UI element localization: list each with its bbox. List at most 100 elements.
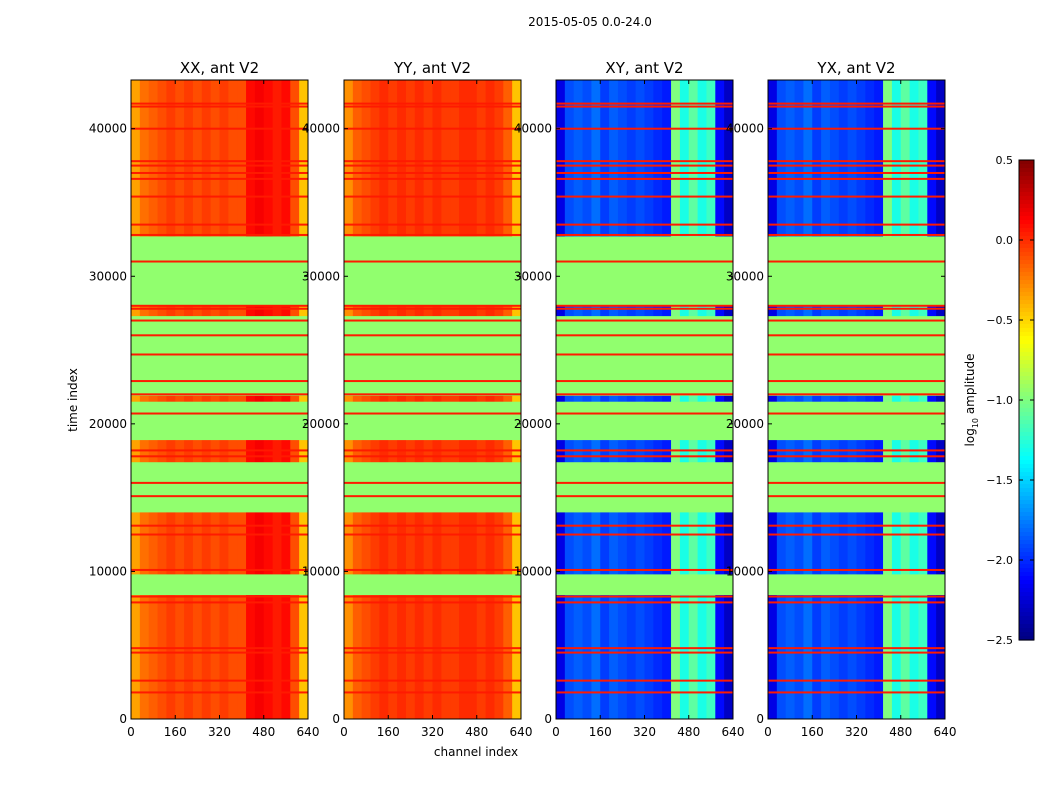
heatmap-column bbox=[662, 80, 672, 719]
heatmap-column bbox=[829, 80, 840, 719]
hot-line bbox=[344, 524, 521, 527]
hot-line bbox=[556, 647, 733, 650]
colorbar-segment bbox=[1019, 584, 1034, 589]
colorbar-segment bbox=[1019, 532, 1034, 537]
hot-line bbox=[556, 171, 733, 174]
hot-line bbox=[131, 105, 308, 108]
colorbar-segment bbox=[1019, 456, 1034, 461]
heatmap-column bbox=[485, 80, 495, 719]
x-tick-label: 160 bbox=[589, 725, 612, 739]
hot-line bbox=[556, 223, 733, 226]
hot-line bbox=[556, 304, 733, 307]
colorbar-segment bbox=[1019, 352, 1034, 357]
hot-line bbox=[131, 679, 308, 682]
colorbar-segment bbox=[1019, 244, 1034, 249]
y-tick-label: 40000 bbox=[514, 122, 552, 136]
hot-line bbox=[556, 380, 733, 383]
flagged-band bbox=[344, 236, 521, 306]
hot-line bbox=[556, 307, 733, 310]
colorbar-segment bbox=[1019, 632, 1034, 637]
colorbar-segment bbox=[1019, 404, 1034, 409]
hot-line bbox=[344, 481, 521, 484]
hot-line bbox=[768, 233, 945, 236]
colorbar-segment bbox=[1019, 168, 1034, 173]
heatmap-column bbox=[838, 80, 849, 719]
heatmap-column bbox=[184, 80, 194, 719]
colorbar-segment bbox=[1019, 268, 1034, 273]
hot-line bbox=[131, 195, 308, 198]
heatmap-column bbox=[450, 80, 460, 719]
heatmap-column bbox=[361, 80, 372, 719]
hot-line bbox=[344, 533, 521, 536]
colorbar-segment bbox=[1019, 264, 1034, 269]
hot-line bbox=[344, 568, 521, 571]
y-tick-label: 0 bbox=[119, 712, 127, 726]
colorbar-segment bbox=[1019, 348, 1034, 353]
colorbar-tick-label: 0.5 bbox=[996, 154, 1014, 167]
colorbar-segment bbox=[1019, 164, 1034, 169]
y-tick-label: 0 bbox=[332, 712, 340, 726]
heatmap-column bbox=[131, 80, 141, 719]
colorbar-segment bbox=[1019, 612, 1034, 617]
colorbar-segment bbox=[1019, 180, 1034, 185]
colorbar-segment bbox=[1019, 468, 1034, 473]
hot-line bbox=[344, 223, 521, 226]
heatmap-column bbox=[441, 80, 451, 719]
hot-line bbox=[344, 380, 521, 383]
heatmap-column bbox=[918, 80, 928, 719]
hot-line bbox=[344, 455, 521, 458]
hot-line bbox=[768, 380, 945, 383]
hot-line bbox=[768, 568, 945, 571]
y-tick-label: 30000 bbox=[302, 269, 340, 283]
flagged-band bbox=[131, 236, 308, 306]
colorbar-segment bbox=[1019, 440, 1034, 445]
heatmap-column bbox=[166, 80, 176, 719]
colorbar-segment bbox=[1019, 416, 1034, 421]
hot-line bbox=[131, 524, 308, 527]
hot-line bbox=[344, 495, 521, 498]
colorbar-segment bbox=[1019, 396, 1034, 401]
heatmap-column bbox=[246, 80, 256, 719]
y-tick-label: 0 bbox=[756, 712, 764, 726]
hot-line bbox=[768, 455, 945, 458]
colorbar-segment bbox=[1019, 604, 1034, 609]
colorbar-segment bbox=[1019, 208, 1034, 213]
heatmap-column bbox=[865, 80, 875, 719]
colorbar-segment bbox=[1019, 284, 1034, 289]
hot-line bbox=[556, 195, 733, 198]
colorbar-segment bbox=[1019, 300, 1034, 305]
hot-line bbox=[344, 353, 521, 356]
hot-line bbox=[556, 524, 733, 527]
colorbar-segment bbox=[1019, 500, 1034, 505]
heatmap-column bbox=[228, 80, 238, 719]
colorbar-segment bbox=[1019, 564, 1034, 569]
heatmap-column bbox=[494, 80, 504, 719]
colorbar-segment bbox=[1019, 528, 1034, 533]
heatmap-column bbox=[459, 80, 469, 719]
colorbar-segment bbox=[1019, 392, 1034, 397]
heatmap-column bbox=[671, 80, 681, 719]
colorbar-segment bbox=[1019, 504, 1034, 509]
flagged-band bbox=[131, 462, 308, 513]
hot-line bbox=[131, 601, 308, 604]
colorbar-segment bbox=[1019, 336, 1034, 341]
heatmap-column bbox=[891, 80, 902, 719]
colorbar-segment bbox=[1019, 176, 1034, 181]
hot-line bbox=[768, 164, 945, 167]
colorbar-segment bbox=[1019, 572, 1034, 577]
colorbar-segment bbox=[1019, 460, 1034, 465]
colorbar-segment bbox=[1019, 548, 1034, 553]
colorbar-segment bbox=[1019, 372, 1034, 377]
y-tick-label: 20000 bbox=[514, 417, 552, 431]
hot-line bbox=[556, 319, 733, 322]
colorbar-label-rest: amplitude bbox=[963, 354, 977, 418]
hot-line bbox=[344, 102, 521, 105]
flagged-band bbox=[556, 236, 733, 306]
heatmap-column bbox=[237, 80, 247, 719]
flagged-band bbox=[344, 574, 521, 596]
panel-title: YX, ant V2 bbox=[816, 59, 895, 77]
heatmap-column bbox=[476, 80, 487, 719]
y-tick-label: 30000 bbox=[726, 269, 764, 283]
hot-line bbox=[344, 105, 521, 108]
hot-line bbox=[131, 393, 308, 396]
